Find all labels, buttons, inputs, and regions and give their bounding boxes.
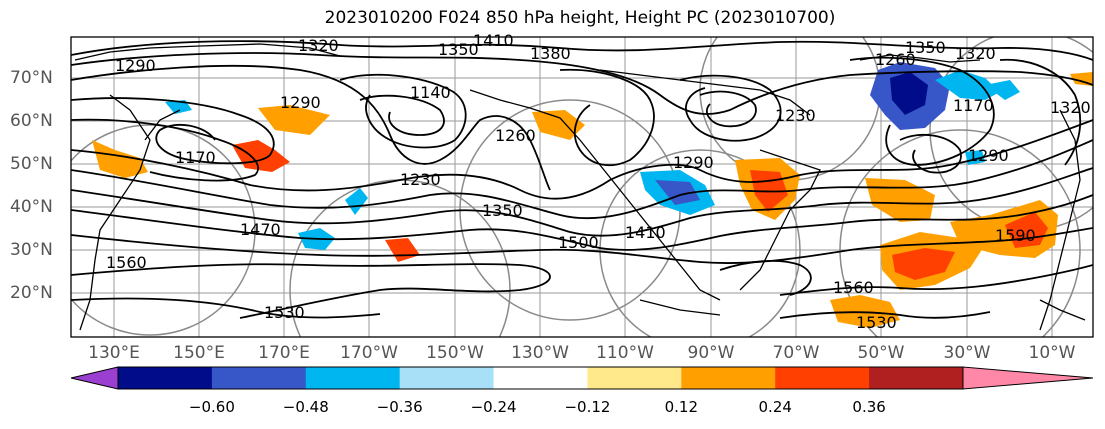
colorbar-tick-label: −0.36	[376, 398, 423, 416]
contour-label: 1350	[482, 201, 523, 220]
lon-label-130e: 130°E	[88, 343, 140, 363]
colorbar-tick-label: −0.60	[188, 398, 235, 416]
contour-label: 1290	[115, 56, 156, 75]
contour-label: 1290	[968, 146, 1009, 165]
colorbar-segment	[869, 367, 964, 389]
lat-label-60n: 60°N	[10, 111, 53, 131]
colorbar-segment	[305, 367, 401, 389]
colorbar-frame	[117, 366, 964, 390]
contour-label: 1170	[953, 96, 994, 115]
colorbar-tick-label: −0.12	[564, 398, 611, 416]
colorbar-tick-label: 0.36	[852, 398, 886, 416]
lon-label-110w: 110°W	[596, 343, 654, 363]
contour-label: 1290	[280, 93, 321, 112]
colorbar-segment	[118, 367, 213, 389]
map-frame	[70, 36, 1094, 338]
lon-label-10w: 10°W	[1028, 343, 1076, 363]
colorbar-tick-label: 0.24	[758, 398, 792, 416]
height-contours	[71, 40, 1093, 319]
colorbar-segment	[211, 367, 307, 389]
contour-label: 1230	[400, 170, 441, 189]
contour-label: 1140	[410, 83, 451, 102]
positive-anomalies	[92, 72, 1093, 328]
contour-label: 1350	[438, 40, 479, 59]
lat-label-40n: 40°N	[10, 197, 53, 217]
contour-label: 1410	[473, 31, 514, 50]
contour-label: 1470	[240, 220, 281, 239]
contour-label: 1320	[1050, 98, 1091, 117]
contour-label: 1380	[530, 44, 571, 63]
colorbar-tick-label: 0.12	[664, 398, 699, 416]
contour-label: 1500	[558, 233, 599, 252]
contour-label: 1230	[775, 106, 816, 125]
contour-label: 1260	[495, 126, 536, 145]
colorbar-segment	[399, 367, 495, 389]
contour-label: 1290	[673, 153, 714, 172]
colorbar-tick-label: −0.24	[470, 398, 517, 416]
colorbar-extend-high	[962, 366, 1094, 390]
contour-label: 1320	[955, 44, 996, 63]
lon-label-150w: 150°W	[426, 343, 484, 363]
contour-label: 1320	[298, 36, 339, 55]
lat-label-50n: 50°N	[10, 154, 53, 174]
negative-anomalies	[165, 62, 1020, 250]
lat-label-30n: 30°N	[10, 240, 53, 260]
lon-label-150e: 150°E	[173, 343, 225, 363]
lat-label-70n: 70°N	[10, 68, 53, 88]
coastlines	[74, 43, 1086, 331]
contour-label: 1560	[106, 253, 147, 272]
lon-label-30w: 30°W	[943, 343, 991, 363]
contour-label: 1590	[995, 226, 1036, 245]
contour-label: 1410	[625, 223, 666, 242]
colorbar-segment	[681, 367, 776, 389]
colorbar-segment	[493, 367, 588, 389]
contour-label: 1530	[856, 313, 897, 332]
colorbar-segments	[70, 366, 1094, 390]
colorbar-segment	[775, 367, 870, 389]
lon-label-170w: 170°W	[340, 343, 398, 363]
lon-label-70w: 70°W	[772, 343, 820, 363]
lon-label-130w: 130°W	[511, 343, 569, 363]
lat-label-20n: 20°N	[10, 283, 53, 303]
map-title: 2023010200 F024 850 hPa height, Height P…	[324, 8, 836, 28]
contour-label: 1170	[175, 148, 216, 167]
contour-label: 1350	[905, 38, 946, 57]
contour-label: 1260	[875, 50, 916, 69]
colorbar-segment	[587, 367, 682, 389]
colorbar-extend-low	[70, 366, 119, 390]
contour-label: 1560	[833, 278, 874, 297]
lon-label-50w: 50°W	[857, 343, 905, 363]
contour-label: 1530	[264, 303, 305, 322]
lon-label-90w: 90°W	[687, 343, 735, 363]
colorbar-tick-label: −0.48	[282, 398, 329, 416]
lon-label-170e: 170°E	[258, 343, 310, 363]
